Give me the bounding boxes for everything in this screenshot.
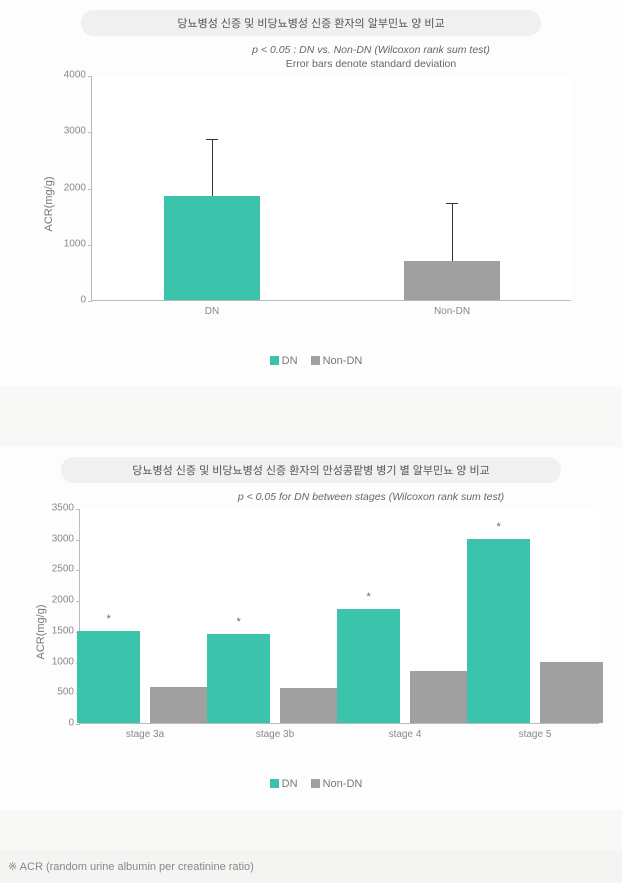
significance-marker: * <box>236 616 240 628</box>
bar-non-dn <box>404 261 500 300</box>
bar-dn <box>164 196 260 300</box>
chart2-subtitle-1: p < 0.05 for DN between stages (Wilcoxon… <box>120 491 622 503</box>
chart2-plot-wrap: ACR(mg/g) 0500100015002000250030003500*s… <box>31 509 591 754</box>
ytick-label: 0 <box>80 295 86 306</box>
ytick-label: 1000 <box>52 656 74 667</box>
chart1-plot-area: 01000200030004000DNNon-DN <box>91 76 571 301</box>
error-bar <box>452 204 453 260</box>
bar-dn-3 <box>467 539 529 723</box>
footnote: ※ ACR (random urine albumin per creatini… <box>0 850 622 883</box>
legend-swatch-dn <box>270 356 279 365</box>
chart1-block: 당뇨병성 신증 및 비당뇨병성 신증 환자의 알부민뇨 양 비교 p < 0.0… <box>0 0 622 387</box>
significance-marker: * <box>106 613 110 625</box>
chart1-legend: DN Non-DN <box>0 355 622 367</box>
bar-non-dn-2 <box>410 671 472 723</box>
chart1-subtitle-2: Error bars denote standard deviation <box>120 58 622 70</box>
ytick-label: 500 <box>57 687 74 698</box>
ytick-label: 3500 <box>52 503 74 514</box>
ytick-label: 3000 <box>64 126 86 137</box>
significance-marker: * <box>496 521 500 533</box>
bar-dn-0 <box>77 631 139 723</box>
bar-non-dn-3 <box>540 662 602 723</box>
ytick-label: 2000 <box>52 595 74 606</box>
chart2-plot-area: 0500100015002000250030003500*stage 3a*st… <box>79 509 599 724</box>
error-cap <box>446 203 458 204</box>
chart2-ylabel: ACR(mg/g) <box>35 604 47 659</box>
ytick-label: 2500 <box>52 564 74 575</box>
x-category-label: stage 4 <box>389 729 422 740</box>
chart1-plot-wrap: ACR(mg/g) 01000200030004000DNNon-DN <box>31 76 591 331</box>
legend-label-dn: DN <box>282 778 298 790</box>
bar-non-dn-1 <box>280 688 342 723</box>
legend-swatch-dn <box>270 779 279 788</box>
bar-dn-1 <box>207 634 269 723</box>
chart2-title: 당뇨병성 신증 및 비당뇨병성 신증 환자의 만성콩팥병 병기 별 알부민뇨 양… <box>61 457 561 483</box>
x-category-label: stage 5 <box>519 729 552 740</box>
chart2-block: 당뇨병성 신증 및 비당뇨병성 신증 환자의 만성콩팥병 병기 별 알부민뇨 양… <box>0 447 622 810</box>
x-category-label: DN <box>205 306 219 317</box>
ytick-label: 1500 <box>52 625 74 636</box>
error-cap <box>206 139 218 140</box>
error-bar <box>212 140 213 196</box>
chart1-ylabel: ACR(mg/g) <box>43 176 55 231</box>
x-category-label: stage 3b <box>256 729 294 740</box>
ytick-label: 0 <box>68 718 74 729</box>
chart1-title: 당뇨병성 신증 및 비당뇨병성 신증 환자의 알부민뇨 양 비교 <box>81 10 541 36</box>
legend-label-nondn: Non-DN <box>323 355 363 367</box>
legend-label-nondn: Non-DN <box>323 778 363 790</box>
x-category-label: stage 3a <box>126 729 164 740</box>
ytick-label: 2000 <box>64 182 86 193</box>
ytick-label: 3000 <box>52 533 74 544</box>
page-root: 당뇨병성 신증 및 비당뇨병성 신증 환자의 알부민뇨 양 비교 p < 0.0… <box>0 0 622 883</box>
legend-swatch-nondn <box>311 356 320 365</box>
chart2-legend: DN Non-DN <box>0 778 622 790</box>
legend-swatch-nondn <box>311 779 320 788</box>
x-category-label: Non-DN <box>434 306 470 317</box>
bar-dn-2 <box>337 609 399 723</box>
legend-label-dn: DN <box>282 355 298 367</box>
ytick-label: 1000 <box>64 238 86 249</box>
ytick-label: 4000 <box>64 70 86 81</box>
bar-non-dn-0 <box>150 687 212 723</box>
significance-marker: * <box>366 591 370 603</box>
chart1-subtitle-1: p < 0.05 : DN vs. Non-DN (Wilcoxon rank … <box>120 44 622 56</box>
